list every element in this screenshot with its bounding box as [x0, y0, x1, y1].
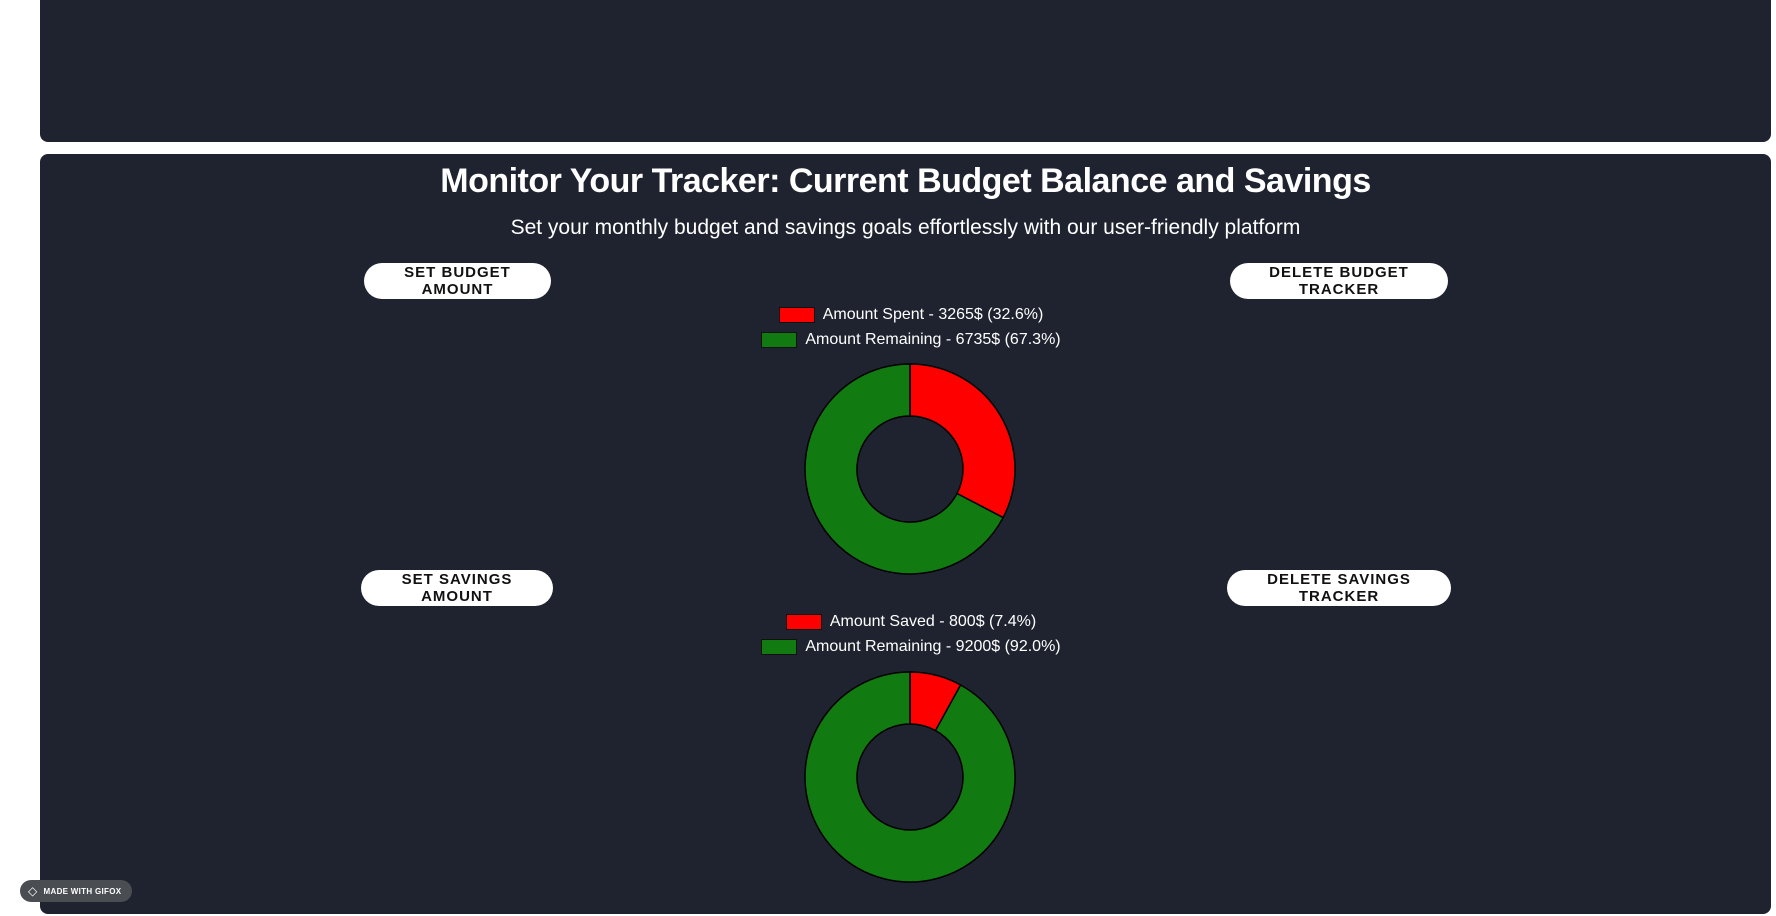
page-subtitle: Set your monthly budget and savings goal…	[510, 216, 1301, 239]
legend-swatch-green	[761, 332, 798, 348]
budget-legend-item-spent[interactable]: Amount Spent - 3265$ (32.6%)	[561, 304, 1261, 326]
budget-legend-label-spent: Amount Spent - 3265$ (32.6%)	[822, 306, 1044, 323]
budget-doughnut-chart	[804, 363, 1016, 575]
legend-swatch-green	[761, 639, 798, 655]
doughnut-slice[interactable]	[804, 363, 1005, 575]
doughnut-slice[interactable]	[804, 671, 1016, 883]
gifox-label: MADE WITH GIFOX	[43, 886, 122, 896]
savings-legend-label-remaining: Amount Remaining - 9200$ (92.0%)	[805, 638, 1061, 655]
page-title: Monitor Your Tracker: Current Budget Bal…	[440, 162, 1371, 200]
budget-legend-item-remaining[interactable]: Amount Remaining - 6735$ (67.3%)	[561, 329, 1261, 351]
legend-swatch-red	[778, 307, 815, 323]
fox-icon: ◇	[28, 884, 38, 898]
savings-legend-label-saved: Amount Saved - 800$ (7.4%)	[829, 613, 1037, 630]
savings-legend-item-remaining[interactable]: Amount Remaining - 9200$ (92.0%)	[561, 636, 1261, 658]
savings-legend-item-saved[interactable]: Amount Saved - 800$ (7.4%)	[561, 611, 1261, 633]
budget-legend-label-remaining: Amount Remaining - 6735$ (67.3%)	[805, 331, 1061, 348]
tracker-panel: Monitor Your Tracker: Current Budget Bal…	[40, 154, 1771, 914]
savings-doughnut-chart	[804, 671, 1016, 883]
delete-savings-button[interactable]: DELETE SAVINGS TRACKER	[1227, 570, 1451, 606]
gifox-badge[interactable]: ◇ MADE WITH GIFOX	[20, 880, 132, 902]
set-budget-button[interactable]: SET BUDGET AMOUNT	[364, 263, 551, 299]
delete-budget-button[interactable]: DELETE BUDGET TRACKER	[1230, 263, 1448, 299]
doughnut-slice[interactable]	[909, 363, 1016, 519]
top-panel	[40, 0, 1771, 142]
set-savings-button[interactable]: SET SAVINGS AMOUNT	[361, 570, 553, 606]
legend-swatch-red	[785, 614, 822, 630]
